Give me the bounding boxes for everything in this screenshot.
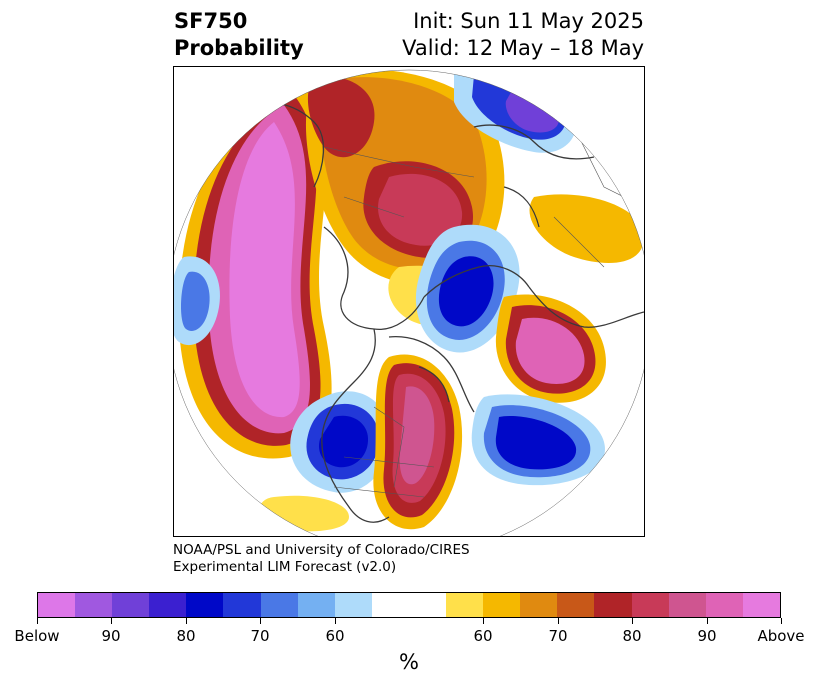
colorbar-segment <box>260 593 298 617</box>
colorbar-segment <box>631 593 669 617</box>
colorbar-tick-label: Below <box>14 627 60 645</box>
colorbar-segment <box>223 593 261 617</box>
central-us-above-anomaly <box>373 354 463 530</box>
colorbar-segment <box>520 593 558 617</box>
colorbar-tick <box>335 618 336 624</box>
colorbar-segment <box>186 593 224 617</box>
north-atlantic-above-anomaly <box>495 294 606 403</box>
valid-range: Valid: 12 May – 18 May <box>402 36 644 60</box>
colorbar-tick-label: 90 <box>697 627 717 645</box>
north-atlantic-below-anomaly <box>471 394 605 486</box>
credit: NOAA/PSL and University of Colorado/CIRE… <box>173 542 470 576</box>
colorbar-tick <box>111 618 112 624</box>
colorbar-tick <box>558 618 559 624</box>
colorbar-segment <box>75 593 113 617</box>
colorbar-segment <box>371 593 409 617</box>
colorbar-segment <box>594 593 632 617</box>
north-pacific-above-anomaly <box>178 87 332 459</box>
colorbar-tick-label: 60 <box>325 627 345 645</box>
colorbar-tick <box>483 618 484 624</box>
colorbar-segment <box>149 593 187 617</box>
colorbar-segment <box>483 593 521 617</box>
colorbar-tick <box>632 618 633 624</box>
colorbar-segment <box>742 593 780 617</box>
colorbar-tick-label: 80 <box>622 627 642 645</box>
colorbar-unit: % <box>399 650 419 674</box>
polar-map <box>173 66 645 537</box>
greenland-below-anomaly <box>415 224 520 353</box>
colorbar-tick-label: 80 <box>176 627 196 645</box>
title-line-2: Probability <box>174 36 304 60</box>
colorbar-tick-label: 70 <box>250 627 270 645</box>
colorbar-segment <box>297 593 335 617</box>
colorbar-tick <box>186 618 187 624</box>
colorbar-segment <box>408 593 447 617</box>
title-line-1: SF750 <box>174 9 248 33</box>
init-date: Init: Sun 11 May 2025 <box>413 9 644 33</box>
credit-line-2: Experimental LIM Forecast (v2.0) <box>173 559 397 575</box>
colorbar-segment <box>112 593 150 617</box>
colorbar-tick-label: 70 <box>548 627 568 645</box>
colorbar-tick-label: Above <box>757 627 805 645</box>
colorbar-segment <box>334 593 372 617</box>
credit-line-1: NOAA/PSL and University of Colorado/CIRE… <box>173 542 470 558</box>
colorbar-tick-label: 90 <box>101 627 121 645</box>
colorbar-segment <box>446 593 484 617</box>
colorbar-tick <box>37 618 38 624</box>
colorbar-segment <box>668 593 706 617</box>
colorbar <box>37 592 781 618</box>
colorbar-tick <box>781 618 782 624</box>
dateline-below-anomaly <box>174 256 220 346</box>
colorbar-segment <box>557 593 595 617</box>
colorbar-tick <box>260 618 261 624</box>
colorbar-segment <box>705 593 743 617</box>
colorbar-tick-label: 60 <box>473 627 493 645</box>
colorbar-tick <box>707 618 708 624</box>
forecast-dates: Init: Sun 11 May 2025 Valid: 12 May – 18… <box>402 8 644 62</box>
colorbar-segment <box>38 593 76 617</box>
chart-title: SF750 Probability <box>174 8 304 62</box>
